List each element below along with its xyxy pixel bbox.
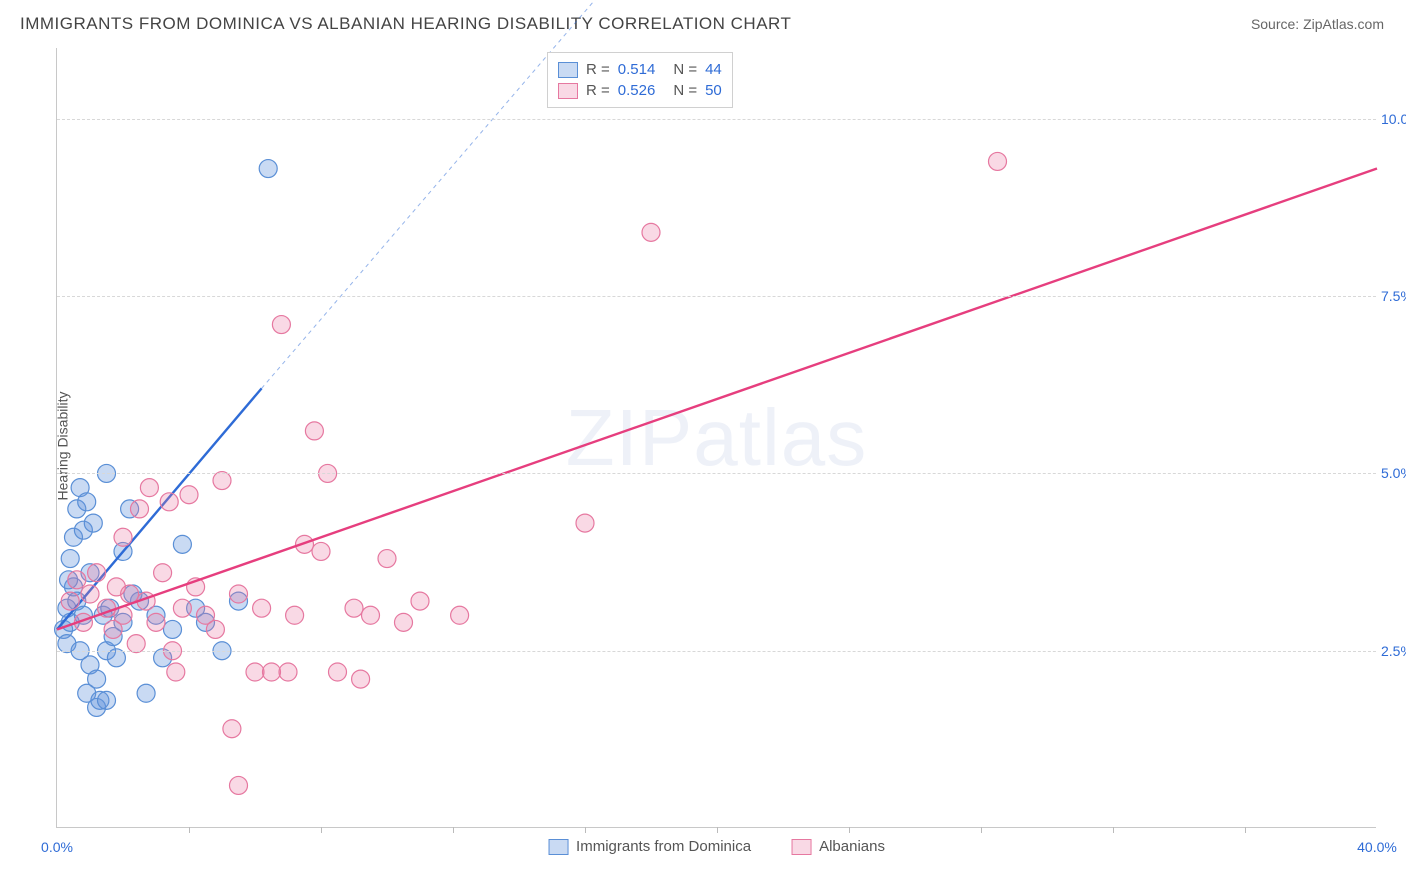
- x-tick-minor: [453, 827, 454, 833]
- series-legend-item-albanians: Albanians: [791, 838, 885, 855]
- correlation-legend: R = 0.514 N = 44 R = 0.526 N = 50: [547, 52, 733, 108]
- x-tick-label: 40.0%: [1357, 839, 1397, 855]
- data-point-albanians: [312, 542, 330, 560]
- data-point-albanians: [279, 663, 297, 681]
- legend-r-label: R =: [586, 61, 610, 78]
- chart-container: IMMIGRANTS FROM DOMINICA VS ALBANIAN HEA…: [0, 0, 1406, 892]
- data-point-albanians: [206, 620, 224, 638]
- x-tick-minor: [981, 827, 982, 833]
- series-legend: Immigrants from Dominica Albanians: [548, 838, 885, 855]
- data-point-albanians: [272, 316, 290, 334]
- y-tick-label: 10.0%: [1381, 111, 1406, 127]
- y-tick-label: 5.0%: [1381, 465, 1406, 481]
- gridline-h: [57, 296, 1376, 297]
- x-tick-minor: [1113, 827, 1114, 833]
- x-tick-minor: [189, 827, 190, 833]
- legend-n-label: N =: [673, 61, 697, 78]
- series-legend-label: Albanians: [819, 838, 885, 855]
- data-point-albanians: [395, 613, 413, 631]
- legend-n-label: N =: [673, 82, 697, 99]
- y-tick-label: 2.5%: [1381, 643, 1406, 659]
- legend-r-value: 0.514: [618, 61, 656, 78]
- data-point-albanians: [378, 550, 396, 568]
- data-point-albanians: [154, 564, 172, 582]
- legend-row-albanians: R = 0.526 N = 50: [558, 80, 722, 101]
- data-point-albanians: [230, 776, 248, 794]
- series-legend-item-dominica: Immigrants from Dominica: [548, 838, 751, 855]
- data-point-dominica: [61, 550, 79, 568]
- gridline-h: [57, 119, 1376, 120]
- data-point-albanians: [140, 479, 158, 497]
- data-point-albanians: [81, 585, 99, 603]
- data-point-albanians: [642, 223, 660, 241]
- data-point-dominica: [164, 620, 182, 638]
- chart-title: IMMIGRANTS FROM DOMINICA VS ALBANIAN HEA…: [20, 14, 791, 34]
- data-point-albanians: [230, 585, 248, 603]
- trend-line-albanians: [57, 169, 1377, 630]
- data-point-dominica: [88, 670, 106, 688]
- data-point-albanians: [576, 514, 594, 532]
- data-point-dominica: [173, 535, 191, 553]
- data-point-dominica: [137, 684, 155, 702]
- data-point-albanians: [989, 152, 1007, 170]
- plot-area: ZIPatlas R = 0.514N = 44R = 0.526N = 50 …: [56, 48, 1376, 828]
- x-tick-minor: [717, 827, 718, 833]
- legend-swatch-icon: [791, 839, 811, 855]
- source-attribution: Source: ZipAtlas.com: [1251, 16, 1384, 32]
- data-point-albanians: [362, 606, 380, 624]
- data-point-albanians: [121, 585, 139, 603]
- series-legend-label: Immigrants from Dominica: [576, 838, 751, 855]
- data-point-albanians: [246, 663, 264, 681]
- data-point-albanians: [411, 592, 429, 610]
- x-tick-minor: [585, 827, 586, 833]
- data-point-albanians: [167, 663, 185, 681]
- data-point-albanians: [160, 493, 178, 511]
- data-point-albanians: [451, 606, 469, 624]
- x-tick-minor: [321, 827, 322, 833]
- data-point-albanians: [223, 720, 241, 738]
- legend-n-value: 50: [705, 82, 722, 99]
- data-point-albanians: [305, 422, 323, 440]
- data-point-albanians: [147, 613, 165, 631]
- gridline-h: [57, 651, 1376, 652]
- data-point-albanians: [61, 592, 79, 610]
- legend-r-label: R =: [586, 82, 610, 99]
- y-tick-label: 7.5%: [1381, 288, 1406, 304]
- legend-n-value: 44: [705, 61, 722, 78]
- data-point-albanians: [88, 564, 106, 582]
- data-point-albanians: [114, 528, 132, 546]
- data-point-albanians: [329, 663, 347, 681]
- legend-swatch-icon: [548, 839, 568, 855]
- legend-swatch-icon: [558, 83, 578, 99]
- chart-svg: [57, 48, 1376, 827]
- x-tick-minor: [849, 827, 850, 833]
- data-point-albanians: [352, 670, 370, 688]
- data-point-dominica: [98, 691, 116, 709]
- data-point-dominica: [84, 514, 102, 532]
- legend-r-value: 0.526: [618, 82, 656, 99]
- data-point-albanians: [68, 571, 86, 589]
- data-point-albanians: [131, 500, 149, 518]
- legend-row-dominica: R = 0.514 N = 44: [558, 59, 722, 80]
- legend-swatch-icon: [558, 62, 578, 78]
- data-point-dominica: [78, 493, 96, 511]
- data-point-albanians: [173, 599, 191, 617]
- gridline-h: [57, 473, 1376, 474]
- data-point-dominica: [259, 160, 277, 178]
- data-point-albanians: [286, 606, 304, 624]
- data-point-albanians: [180, 486, 198, 504]
- data-point-albanians: [253, 599, 271, 617]
- data-point-albanians: [263, 663, 281, 681]
- x-tick-minor: [1245, 827, 1246, 833]
- x-tick-label: 0.0%: [41, 839, 73, 855]
- data-point-albanians: [345, 599, 363, 617]
